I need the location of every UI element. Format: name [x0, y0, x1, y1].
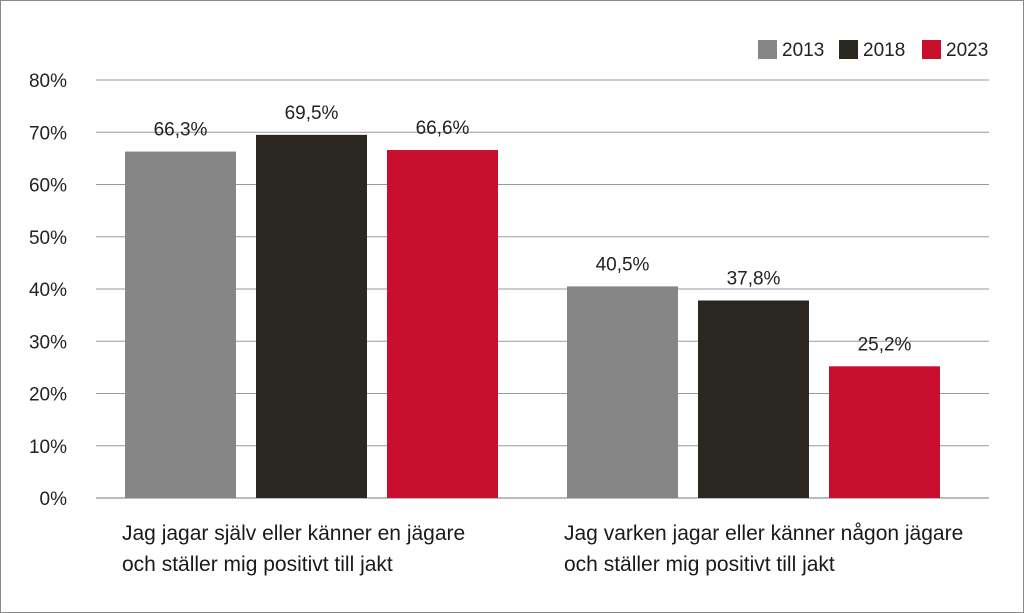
category-label-2: Jag varken jagar eller känner någon jäga…: [564, 522, 963, 576]
bar-2018-1: [256, 134, 367, 499]
data-label: 69,5%: [285, 103, 339, 124]
bar-2013-2: [567, 286, 678, 498]
y-tick-label: 30%: [29, 332, 67, 353]
bars: [125, 134, 940, 499]
bar-2018-2: [698, 300, 809, 498]
data-label: 66,3%: [154, 120, 208, 141]
y-tick-label: 10%: [29, 437, 67, 458]
y-tick-label: 20%: [29, 385, 67, 406]
category-label-line: Jag varken jagar eller känner någon jäga…: [564, 522, 963, 545]
y-tick-label: 60%: [29, 176, 67, 197]
y-tick-label: 50%: [29, 228, 67, 249]
y-tick-label: 70%: [29, 123, 67, 144]
category-label-1: Jag jagar själv eller känner en jägare oc…: [122, 522, 465, 576]
data-label: 25,2%: [858, 334, 912, 355]
y-axis-tick-labels: 0% 10% 20% 30% 40% 50% 60% 70% 80%: [29, 71, 67, 510]
data-label: 37,8%: [727, 268, 781, 289]
bar-2013-1: [125, 151, 236, 498]
legend: 2013 2018 2023: [758, 40, 988, 61]
data-label: 66,6%: [416, 118, 470, 139]
legend-swatch-2018: [839, 40, 858, 59]
legend-label-2018: 2018: [863, 40, 905, 61]
legend-label-2023: 2023: [946, 40, 988, 61]
legend-label-2013: 2013: [782, 40, 824, 61]
category-label-line: och ställer mig positivt till jakt: [122, 553, 393, 576]
y-tick-label: 80%: [29, 71, 67, 92]
legend-swatch-2023: [922, 40, 941, 59]
bar-2023-2: [829, 366, 940, 498]
y-tick-label: 40%: [29, 280, 67, 301]
data-labels: 66,3% 40,5% 69,5% 37,8% 66,6% 25,2%: [154, 103, 912, 355]
bar-2023-1: [387, 150, 498, 498]
category-labels: Jag jagar själv eller känner en jägare oc…: [122, 522, 963, 576]
y-tick-label: 0%: [40, 489, 68, 510]
gridlines: [96, 79, 989, 499]
data-label: 40,5%: [596, 254, 650, 275]
category-label-line: och ställer mig positivt till jakt: [564, 553, 835, 576]
legend-swatch-2013: [758, 40, 777, 59]
category-label-line: Jag jagar själv eller känner en jägare: [122, 522, 465, 545]
